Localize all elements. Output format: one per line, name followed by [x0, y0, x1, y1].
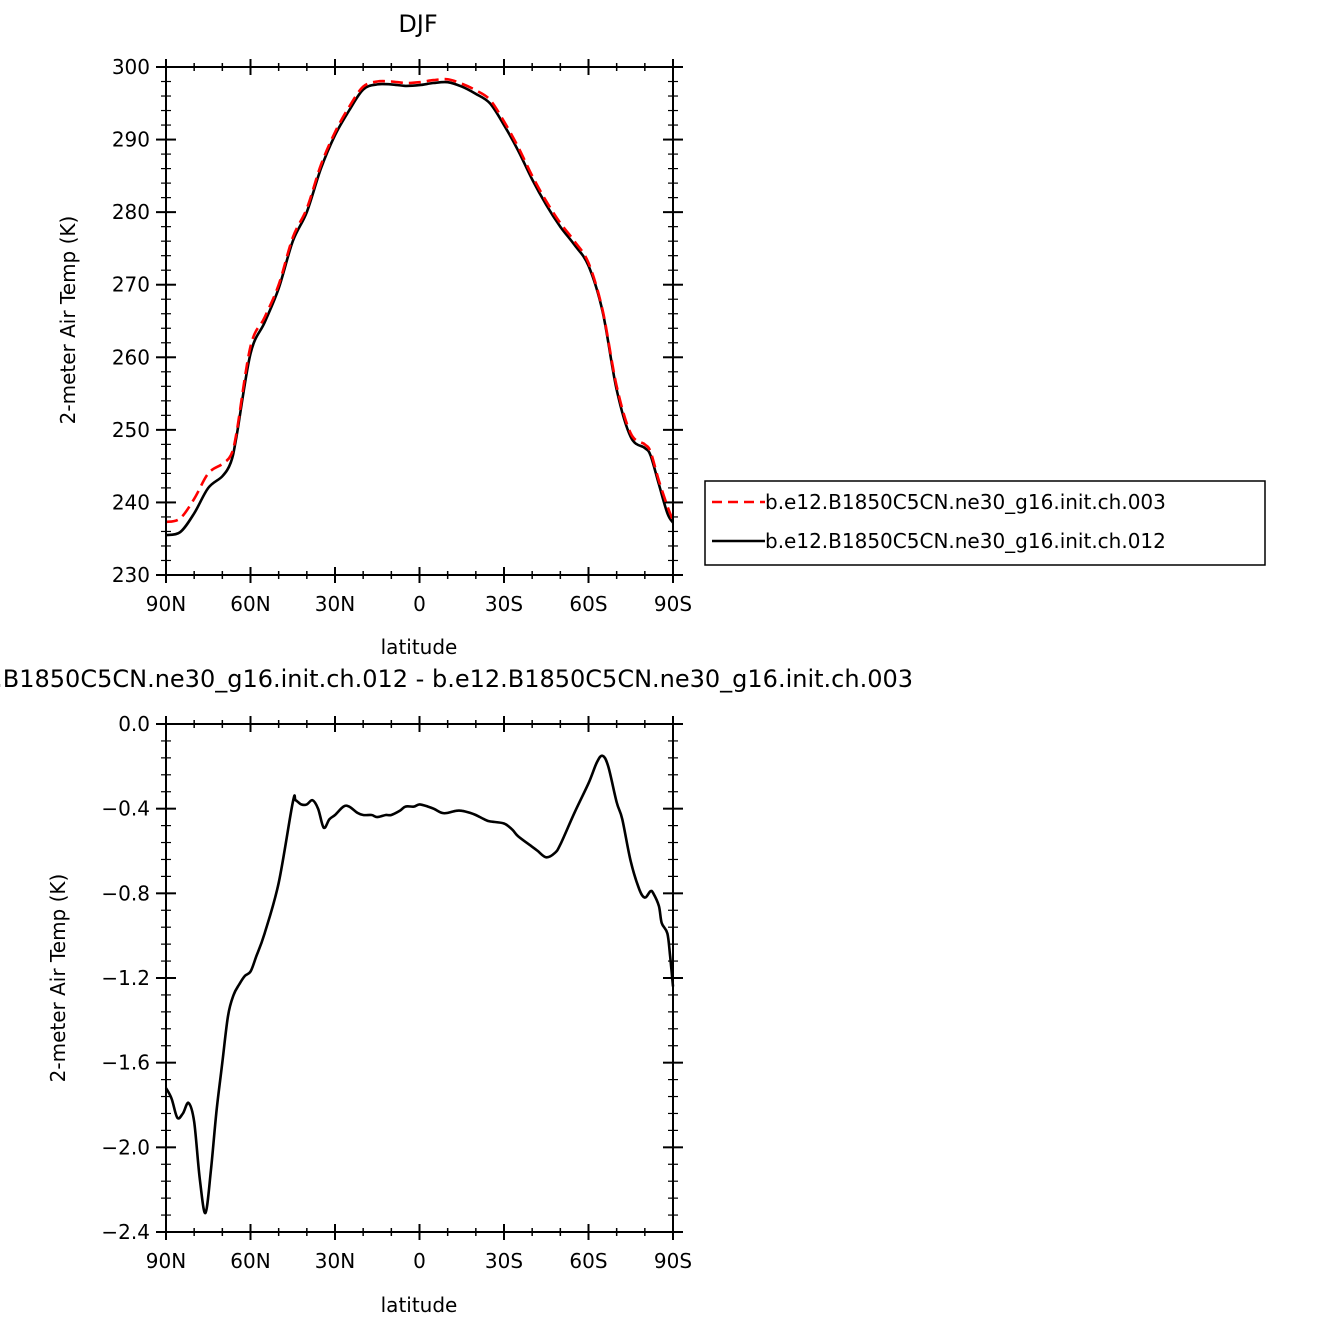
series-line-bottom-0	[164, 754, 675, 1215]
x-tick-label: 90N	[146, 592, 186, 616]
bottom-panel: b.e12.B1850C5CN.ne30_g16.init.ch.012 - b…	[0, 665, 913, 1317]
x-tick-label: 0	[413, 592, 426, 616]
bottom-plot-frame	[165, 723, 674, 1233]
top-panel: DJF 2-meter Air Temp (K) latitude 90N 60N…	[56, 10, 692, 659]
series-line-top-1	[165, 80, 675, 537]
bottom-x-axis-label: latitude	[381, 1293, 458, 1317]
x-tick-label: 90N	[146, 1249, 186, 1273]
top-axis-ticks: 90N 60N 30N 0 30S 60S 90S 300 290 280 270 260 250 240…	[112, 55, 692, 616]
top-series-lines	[165, 77, 675, 537]
bottom-series-lines	[164, 754, 675, 1215]
x-tick-label: 0	[413, 1249, 426, 1273]
bottom-axis-ticks: 90N 60N 30N 0 30S 60S 90S 0.0 −0.4 −0.8 −1.2 −1.6 −2…	[101, 712, 692, 1273]
x-tick-label: 30S	[485, 1249, 523, 1273]
legend: b.e12.B1850C5CN.ne30_g16.init.ch.003 b.e…	[704, 480, 1266, 566]
y-tick-label: 290	[112, 128, 150, 152]
x-tick-label: 60N	[230, 592, 270, 616]
series-line-top-0	[165, 77, 675, 524]
y-tick-label: −0.4	[101, 797, 150, 821]
legend-label-012: b.e12.B1850C5CN.ne30_g16.init.ch.012	[765, 529, 1166, 553]
legend-label-003: b.e12.B1850C5CN.ne30_g16.init.ch.003	[765, 490, 1166, 514]
x-tick-label: 90S	[654, 1249, 692, 1273]
y-tick-label: 230	[112, 563, 150, 587]
top-chart-title: DJF	[398, 10, 437, 38]
x-tick-label: 30N	[315, 592, 355, 616]
y-tick-label: 250	[112, 418, 150, 442]
y-tick-label: −1.2	[101, 966, 150, 990]
y-tick-label: −1.6	[101, 1051, 150, 1075]
top-x-axis-label: latitude	[381, 635, 458, 659]
y-tick-label: 300	[112, 55, 150, 79]
y-tick-label: −2.0	[101, 1135, 150, 1159]
y-tick-label: 0.0	[118, 712, 150, 736]
legend-box	[704, 480, 1266, 566]
x-tick-label: 60N	[230, 1249, 270, 1273]
y-tick-label: −2.4	[101, 1220, 150, 1244]
y-tick-label: −0.8	[101, 881, 150, 905]
y-tick-label: 240	[112, 490, 150, 514]
y-tick-label: 270	[112, 273, 150, 297]
x-tick-label: 30N	[315, 1249, 355, 1273]
bottom-y-axis-label: 2-meter Air Temp (K)	[46, 874, 70, 1083]
y-tick-label: 260	[112, 345, 150, 369]
top-plot-frame	[165, 66, 674, 576]
x-tick-label: 90S	[654, 592, 692, 616]
y-tick-label: 280	[112, 200, 150, 224]
x-tick-label: 30S	[485, 592, 523, 616]
x-tick-label: 60S	[569, 592, 607, 616]
x-tick-label: 60S	[569, 1249, 607, 1273]
bottom-chart-title: b.e12.B1850C5CN.ne30_g16.init.ch.012 - b…	[0, 665, 913, 693]
top-y-axis-label: 2-meter Air Temp (K)	[56, 216, 80, 425]
